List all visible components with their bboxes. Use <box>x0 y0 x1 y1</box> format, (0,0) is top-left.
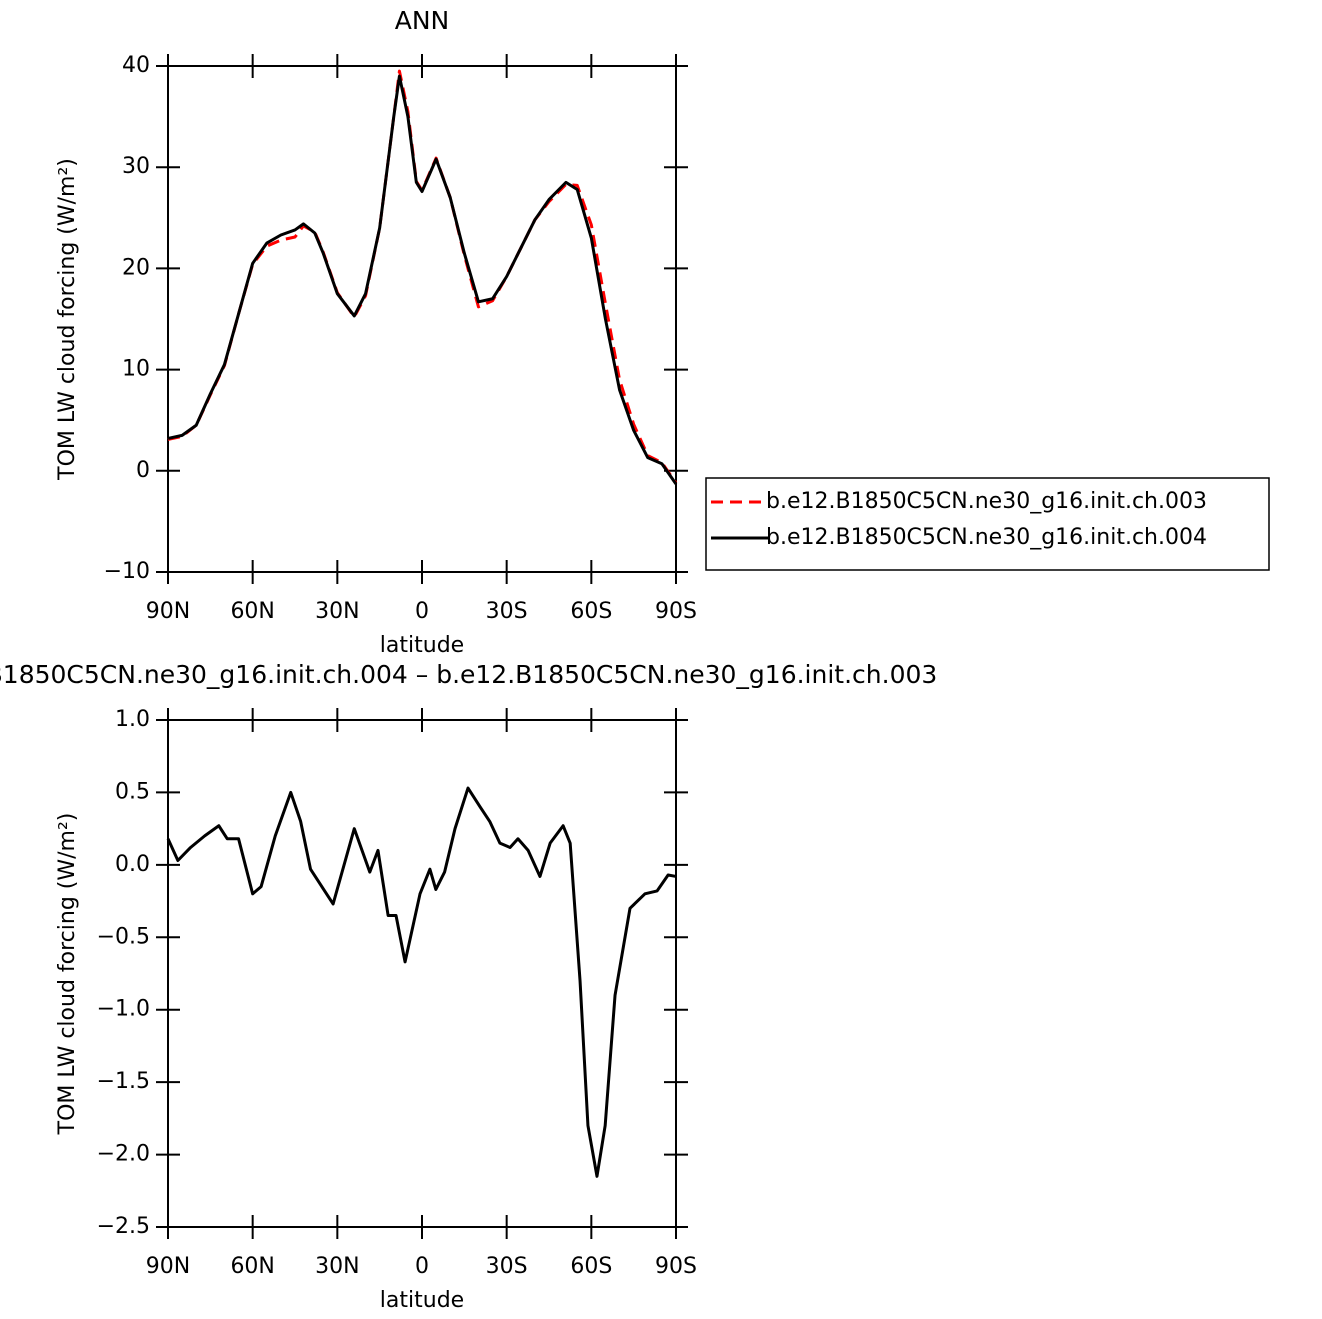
x-tick-label: 90N <box>146 1254 190 1279</box>
legend-box <box>705 477 1270 571</box>
x-tick-label: 60N <box>230 599 274 624</box>
x-tick-label: 30S <box>486 599 528 624</box>
y-tick-label: 0.5 <box>115 779 150 804</box>
plot-frame <box>167 65 677 573</box>
x-tick-label: 60S <box>570 599 612 624</box>
chart-title: ANN <box>395 6 450 35</box>
y-tick-label: 30 <box>122 154 150 179</box>
x-tick-label: 0 <box>415 599 429 624</box>
y-axis-label: TOM LW cloud forcing (W/m²) <box>55 813 80 1136</box>
x-axis-label: latitude <box>380 633 464 658</box>
y-tick-label: 0 <box>136 458 150 483</box>
x-tick-label: 90S <box>655 599 697 624</box>
x-tick-label: 90S <box>655 1254 697 1279</box>
y-tick-label: −1.0 <box>97 997 150 1022</box>
x-tick-label: 0 <box>415 1254 429 1279</box>
x-tick-label: 60N <box>230 1254 274 1279</box>
y-axis-label: TOM LW cloud forcing (W/m²) <box>55 158 80 481</box>
x-tick-label: 60S <box>570 1254 612 1279</box>
y-tick-label: −10 <box>104 559 150 584</box>
y-tick-label: −2.0 <box>97 1142 150 1167</box>
legend: b.e12.B1850C5CN.ne30_g16.init.ch.003 b.e1… <box>705 477 1270 571</box>
y-tick-label: 20 <box>122 255 150 280</box>
x-tick-label: 30N <box>315 1254 359 1279</box>
data-line <box>167 74 678 485</box>
y-tick-label: 10 <box>122 357 150 382</box>
data-line <box>167 69 678 484</box>
legend-label: b.e12.B1850C5CN.ne30_g16.init.ch.003 <box>766 489 1207 514</box>
x-axis-label: latitude <box>380 1288 464 1313</box>
y-tick-label: 0.0 <box>115 852 150 877</box>
y-tick-label: −0.5 <box>97 924 150 949</box>
y-tick-label: −2.5 <box>97 1214 150 1239</box>
legend-label: b.e12.B1850C5CN.ne30_g16.init.ch.004 <box>766 525 1207 550</box>
chart-title: b.e12.B1850C5CN.ne30_g16.init.ch.004 – b… <box>0 660 937 689</box>
x-tick-label: 90N <box>146 599 190 624</box>
x-tick-label: 30N <box>315 599 359 624</box>
y-tick-label: 40 <box>122 53 150 78</box>
data-line <box>166 786 677 1178</box>
y-tick-label: 1.0 <box>115 707 150 732</box>
y-tick-label: −1.5 <box>97 1069 150 1094</box>
x-tick-label: 30S <box>486 1254 528 1279</box>
